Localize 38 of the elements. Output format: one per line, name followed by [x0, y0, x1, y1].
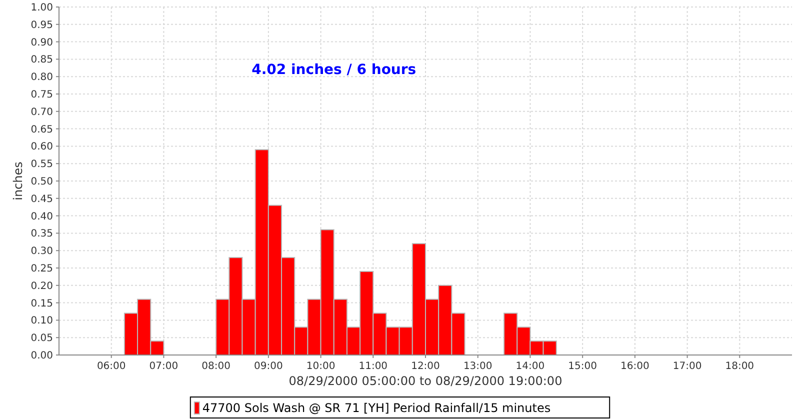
legend-label: 47700 Sols Wash @ SR 71 [YH] Period Rainfall/15 minutes — [202, 401, 551, 415]
x-tick-label: 07:00 — [149, 361, 178, 372]
y-tick-label: 0.85 — [30, 54, 53, 66]
y-tick-label: 0.90 — [30, 37, 53, 48]
y-tick-label: 0.25 — [30, 264, 53, 274]
x-tick-label: 08:00 — [202, 361, 230, 372]
x-tick-label: 18:00 — [725, 361, 754, 372]
y-tick-label: 0.45 — [30, 194, 53, 205]
y-tick-label: 0.50 — [30, 176, 53, 188]
y-tick-label: 0.95 — [30, 20, 53, 31]
x-tick-label: 06:00 — [96, 361, 126, 372]
y-tick-label: 0.80 — [30, 72, 53, 84]
x-tick-label: 12:00 — [411, 361, 440, 372]
y-tick-label: 0.10 — [30, 316, 53, 327]
y-tick-label: 1.00 — [30, 2, 53, 14]
x-axis-title: 08/29/2000 05:00:00 to 08/29/2000 19:00:00 — [288, 374, 562, 388]
annotation: 4.02 inches / 6 hours — [252, 62, 416, 78]
y-tick-label: 0.00 — [30, 350, 53, 362]
y-tick-label: 0.15 — [30, 298, 53, 310]
x-tick-label: 13:00 — [463, 361, 492, 372]
y-tick-label: 0.40 — [30, 211, 53, 222]
y-tick-label: 0.20 — [30, 280, 53, 292]
y-tick-label: 0.55 — [30, 159, 53, 170]
x-tick-label: 09:00 — [254, 361, 283, 372]
x-tick-label: 11:00 — [358, 361, 388, 372]
x-tick-label: 14:00 — [516, 361, 545, 372]
y-tick-label: 0.30 — [30, 246, 53, 258]
y-tick-label: 0.70 — [30, 106, 53, 118]
x-tick-label: 10:00 — [306, 361, 336, 372]
x-tick-label: 17:00 — [672, 361, 702, 372]
x-tick-label: 16:00 — [620, 361, 650, 372]
x-tick-label: 15:00 — [568, 361, 597, 372]
y-tick-label: 0.60 — [30, 142, 53, 153]
y-tick-label: 0.75 — [30, 90, 53, 100]
y-tick-label: 0.05 — [30, 333, 53, 344]
y-axis-title: inches — [11, 162, 25, 200]
y-tick-label: 0.65 — [30, 124, 53, 136]
y-tick-label: 0.35 — [30, 228, 53, 240]
